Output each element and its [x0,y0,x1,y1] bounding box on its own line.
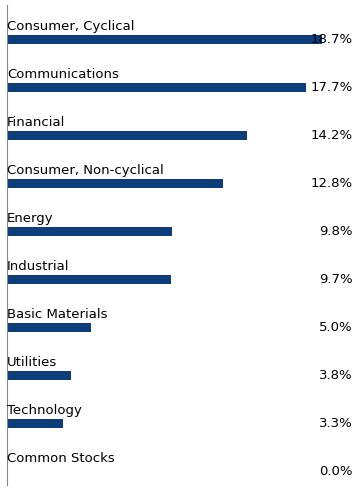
Bar [7,275,171,284]
Text: 3.3%: 3.3% [319,417,353,430]
Text: Industrial: Industrial [7,260,70,273]
Text: Communications: Communications [7,68,119,81]
Bar [7,179,223,188]
Text: Common Stocks: Common Stocks [7,452,115,465]
Text: 12.8%: 12.8% [311,177,353,190]
Text: 0.0%: 0.0% [319,465,353,478]
Bar [7,419,63,428]
Text: Utilities: Utilities [7,356,58,369]
Text: 17.7%: 17.7% [311,81,353,94]
Text: 14.2%: 14.2% [311,129,353,142]
Text: 5.0%: 5.0% [319,321,353,334]
Bar [7,371,71,380]
Text: 9.7%: 9.7% [319,273,353,286]
Bar [7,131,247,140]
Bar [7,35,323,44]
Text: Basic Materials: Basic Materials [7,308,108,321]
Bar [7,227,172,236]
Text: 18.7%: 18.7% [311,33,353,46]
Bar [7,323,91,332]
Text: Consumer, Cyclical: Consumer, Cyclical [7,20,135,33]
Bar [7,83,306,92]
Text: Energy: Energy [7,212,54,225]
Text: 9.8%: 9.8% [319,225,353,238]
Text: Financial: Financial [7,116,66,129]
Text: Consumer, Non-cyclical: Consumer, Non-cyclical [7,164,164,177]
Text: Technology: Technology [7,404,82,417]
Text: 3.8%: 3.8% [319,369,353,382]
